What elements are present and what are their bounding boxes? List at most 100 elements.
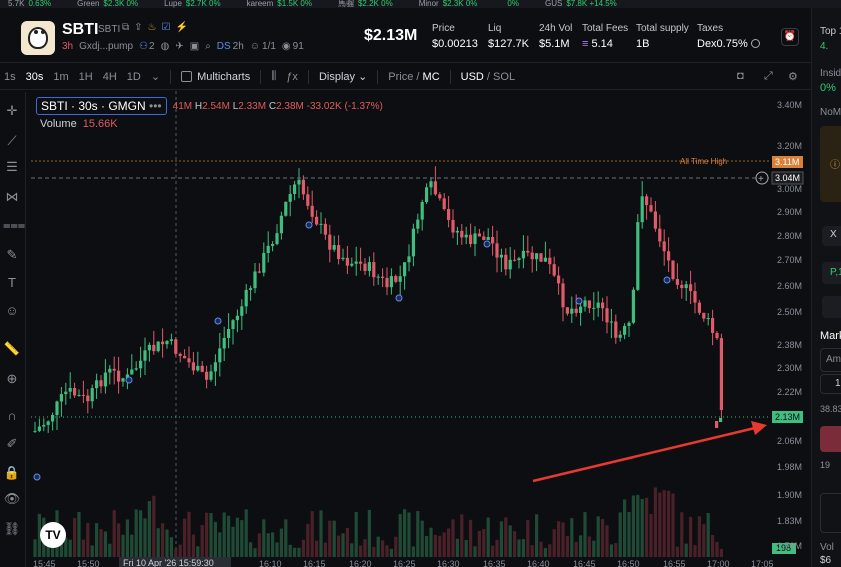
ticker-item[interactable]: 0% xyxy=(507,0,519,8)
volume-bar xyxy=(447,528,451,557)
horizontal-lines-icon[interactable]: ☰ xyxy=(6,159,18,174)
multicharts-toggle[interactable]: Multicharts xyxy=(181,70,250,83)
volume-bar xyxy=(513,531,517,557)
candle-body xyxy=(499,254,503,258)
volume-bar xyxy=(631,495,635,557)
chevron-down-icon[interactable]: ⌄ xyxy=(150,71,161,83)
y-tick-label: 2.06M xyxy=(777,436,802,446)
ath-price-label: 3.11M xyxy=(775,157,799,167)
price-chart[interactable]: All Time High 3.11M + 3.04M 2.13M 198 3.40M 3.… xyxy=(27,91,811,567)
token-header: SBTI SBTI ⧉ ⇪ ♨ ☑ ⚡ 3h Gxdj...pump ⚇ 2 ◍ … xyxy=(0,8,811,63)
ticker-item[interactable]: Minor $2.3K 0% xyxy=(418,0,478,8)
currency-toggle[interactable]: USD / SOL xyxy=(460,70,516,83)
interval-4h[interactable]: 4H xyxy=(102,70,117,83)
candle-body xyxy=(235,315,239,321)
amount-input[interactable]: Am xyxy=(820,348,841,372)
candle-body xyxy=(134,368,138,370)
fullscreen-icon[interactable]: ⤢ xyxy=(764,70,773,82)
interval-1s[interactable]: 1s xyxy=(4,70,16,83)
interval-30s[interactable]: 30s xyxy=(25,70,44,83)
chart-symbol[interactable]: SBTI · 30s · GMGN ••• xyxy=(36,97,167,115)
token-address[interactable]: Gxdj...pump xyxy=(79,41,134,52)
brush-icon[interactable]: ✎ xyxy=(6,247,18,262)
market-tab[interactable]: Mark xyxy=(820,330,841,342)
x-tick-label: 16:20 xyxy=(349,559,372,567)
fib-icon[interactable]: ⩶ xyxy=(3,217,26,232)
ticker-item[interactable]: 5.7K 0.63% xyxy=(8,0,52,8)
token-avatar[interactable] xyxy=(21,21,55,55)
candle-body xyxy=(240,306,244,316)
text-icon[interactable]: T xyxy=(8,275,16,290)
search-icon[interactable]: ⌕ xyxy=(205,41,211,52)
volume-tag-label: 198 xyxy=(776,543,791,553)
buy-button[interactable] xyxy=(820,426,841,452)
magnet-icon[interactable]: ∩ xyxy=(7,408,17,423)
volume-legend: Volume 15.66K xyxy=(40,118,118,130)
pattern-icon[interactable]: ⋈ xyxy=(5,189,19,204)
alarm-icon[interactable]: ⏰ xyxy=(781,28,799,46)
volume-bar xyxy=(667,490,671,557)
candle-body xyxy=(275,233,279,245)
candle-body xyxy=(447,209,451,220)
globe-icon[interactable]: ◍ xyxy=(160,41,170,52)
preset-button[interactable]: P,1 xyxy=(822,262,841,284)
ticker-item[interactable]: Green $2.3K 0% xyxy=(77,0,139,8)
candle-body xyxy=(719,338,723,410)
volume-bar xyxy=(596,516,600,557)
trendline-icon[interactable]: ⟋ xyxy=(7,133,17,148)
indicators-icon[interactable]: ƒx xyxy=(286,70,298,83)
verified-icon[interactable]: ☑ xyxy=(161,22,171,33)
eye-icon[interactable]: 👁 xyxy=(3,491,21,506)
candle-body xyxy=(37,426,41,431)
price-mc-toggle[interactable]: Price / MC xyxy=(388,70,440,83)
copy-icon[interactable]: ⧉ xyxy=(122,22,130,33)
interval-1h[interactable]: 1H xyxy=(78,70,93,83)
settings-icon[interactable]: ⚙ xyxy=(788,71,798,83)
display-menu[interactable]: Display ⌄ xyxy=(318,71,368,83)
interval-1m[interactable]: 1m xyxy=(53,70,69,83)
checkbox-icon[interactable] xyxy=(181,70,193,82)
volume-bar xyxy=(618,512,622,557)
y-tick-label: 1.98M xyxy=(777,462,802,472)
zoom-icon[interactable]: ⊕ xyxy=(6,371,18,386)
tab-placeholder[interactable] xyxy=(822,296,841,318)
interval-1d[interactable]: 1D xyxy=(126,70,141,83)
ticker-item[interactable]: Lupe $2.7K 0% xyxy=(164,0,221,8)
candles-icon[interactable]: ⫼ xyxy=(271,70,277,82)
slippage-value[interactable]: 19 xyxy=(820,460,831,470)
x-tick-label: 16:30 xyxy=(437,559,460,567)
telegram-icon[interactable]: ✈ xyxy=(175,41,184,52)
candle-body xyxy=(645,196,649,206)
dexscreener-badge[interactable]: DS xyxy=(216,41,231,52)
pencil-lock-icon[interactable]: ✐ xyxy=(6,436,18,451)
ticker-item[interactable]: kareem $1.5K 0% xyxy=(246,0,312,8)
link-icon[interactable]: ⛓ xyxy=(3,521,21,536)
candle-body xyxy=(95,380,99,389)
tradingview-logo[interactable]: TV xyxy=(40,522,66,548)
volume-bar xyxy=(328,520,332,557)
candle-body xyxy=(491,237,495,244)
volume-bar xyxy=(552,529,556,557)
volume-bar xyxy=(231,526,235,557)
share-icon[interactable]: ⇪ xyxy=(134,22,143,33)
crosshair-icon[interactable]: ✛ xyxy=(6,103,18,118)
candle-body xyxy=(209,371,213,380)
lock-icon[interactable]: 🔒 xyxy=(3,465,21,480)
emoji-icon[interactable]: ☺ xyxy=(5,303,19,318)
image-icon[interactable]: ▣ xyxy=(189,41,200,52)
chart-toolbar: 1s 30s 1m 1H 4H 1D ⌄ Multicharts ⫼ ƒx Di… xyxy=(0,64,811,90)
crosshair-price-tag xyxy=(771,171,804,185)
candle-body xyxy=(587,300,591,309)
candle-body xyxy=(363,263,367,271)
camera-icon[interactable]: ◘ xyxy=(737,70,744,82)
amount-preset[interactable]: 1 xyxy=(820,374,841,394)
ticker-item[interactable]: 馬骝 $2.2K 0% xyxy=(337,0,393,8)
info-icon[interactable] xyxy=(750,39,760,48)
bolt-icon[interactable]: ⚡ xyxy=(175,22,188,33)
volume-bar xyxy=(645,497,649,557)
x-button[interactable]: X xyxy=(822,226,841,246)
ruler-icon[interactable]: 📏 xyxy=(3,341,21,356)
fire-icon[interactable]: ♨ xyxy=(147,22,157,33)
candle-body xyxy=(592,307,596,309)
ticker-item[interactable]: GUS $7.8K +14.5% xyxy=(544,0,617,8)
